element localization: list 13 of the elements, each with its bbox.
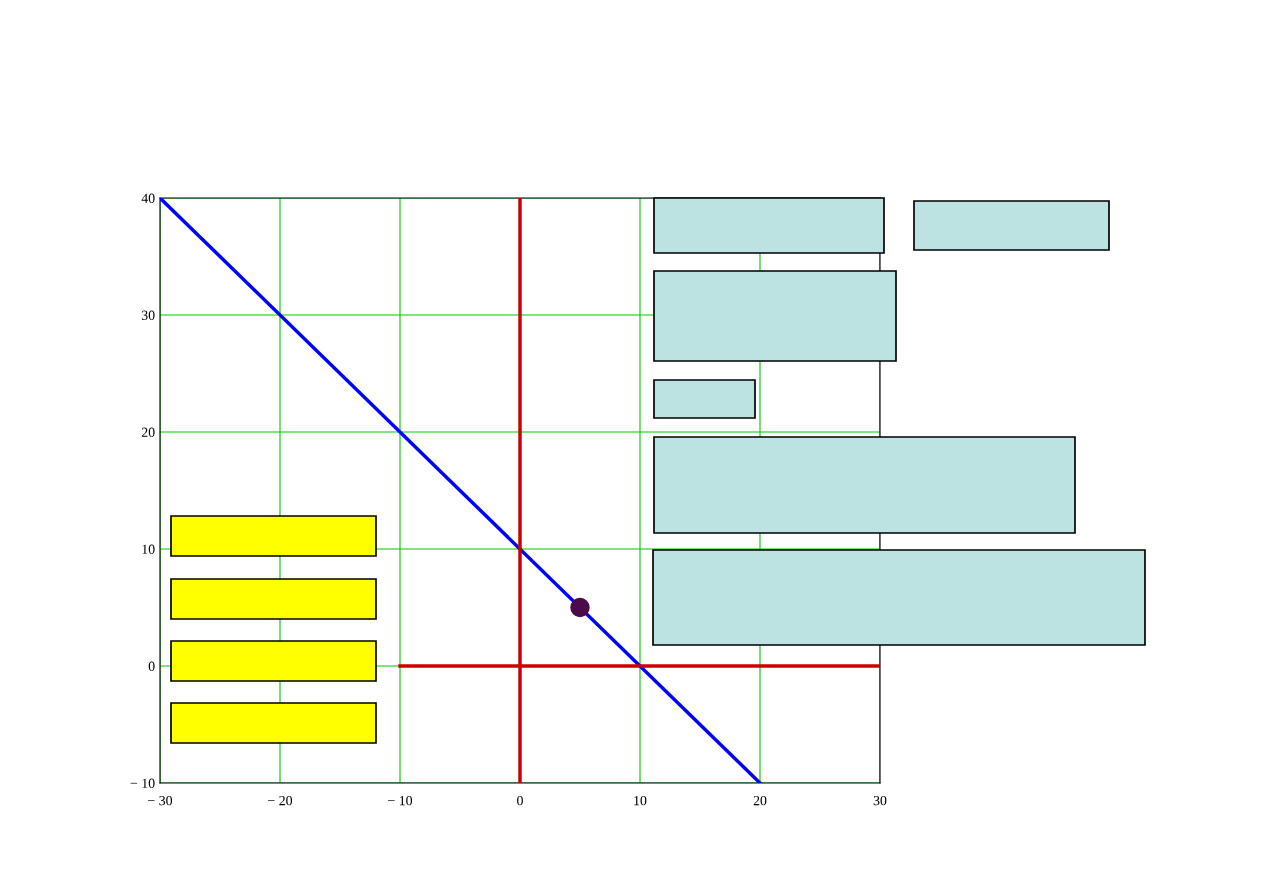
x-tick-label: − 30 bbox=[148, 795, 173, 806]
x-tick-label: 30 bbox=[873, 795, 887, 806]
y-tick-label: − 10 bbox=[130, 778, 155, 788]
x-tick-label: 0 bbox=[517, 795, 523, 806]
y-tick-label: 20 bbox=[141, 427, 155, 437]
y-tick-label: 0 bbox=[148, 661, 155, 671]
x-tick-label: 20 bbox=[753, 795, 767, 806]
y-tick-label: 40 bbox=[141, 193, 155, 203]
x-tick-label: − 20 bbox=[268, 795, 293, 806]
y-tick-label: 10 bbox=[142, 544, 155, 554]
x-tick-label: 10 bbox=[634, 795, 647, 806]
y-tick-label: 30 bbox=[141, 310, 155, 320]
x-tick-label: − 10 bbox=[388, 795, 413, 806]
